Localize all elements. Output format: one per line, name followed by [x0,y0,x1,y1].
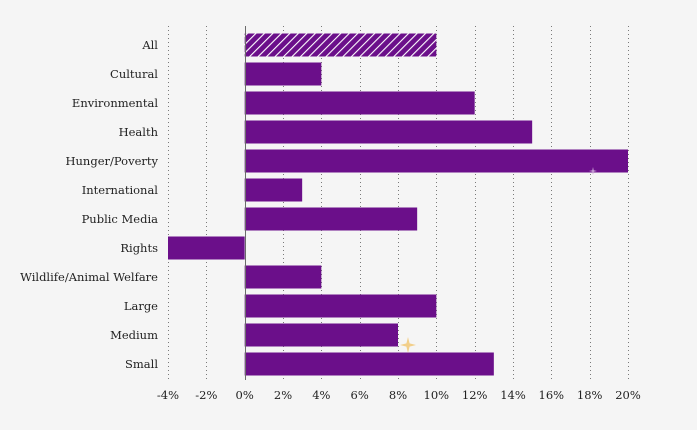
x-tick-label: 0% [236,388,254,402]
x-tick-label: 14% [500,388,526,402]
category-label: Large [124,299,158,313]
category-label: Wildlife/Animal Welfare [20,270,158,284]
x-tick-label: 6% [351,388,369,402]
bar [244,323,398,347]
category-label: Rights [120,241,158,255]
sparkle-icon [589,167,597,175]
bar [244,294,437,318]
x-tick-label: 18% [577,388,603,402]
category-label: Cultural [110,67,158,81]
gridlines [168,26,629,380]
x-tick-label: -2% [195,388,217,402]
bar [244,352,494,376]
bar [244,33,437,57]
category-label: Environmental [72,96,158,110]
category-labels: All Cultural Environmental Health Hunger/Pov… [20,38,158,371]
x-tick-label: 8% [389,388,407,402]
x-tick-label: 2% [274,388,292,402]
bar [244,178,303,202]
category-label: Medium [110,328,158,342]
sparkle-decorations [400,167,597,353]
bar [244,149,628,173]
category-label: Hunger/Poverty [66,154,159,168]
category-label: Public Media [82,212,159,226]
x-tick-label: 20% [615,388,641,402]
x-tick-label: 16% [539,388,565,402]
x-tick-label: 4% [312,388,330,402]
bars [168,26,628,380]
x-tick-labels: -4% -2% 0% 2% 4% 6% 8% 10% 12% 14% 16% 18% 20% [157,388,641,402]
x-tick-label: 12% [462,388,488,402]
sparkle-icon [400,337,416,353]
bar [244,207,418,231]
category-label: International [82,183,159,197]
bar [244,91,475,115]
x-tick-label: 10% [424,388,450,402]
category-label: All [141,38,158,52]
category-label: Health [119,125,159,139]
bar [244,62,322,86]
bar [244,120,533,144]
category-label: Small [125,357,158,371]
x-tick-label: -4% [157,388,179,402]
bar [168,236,245,260]
bar [244,265,322,289]
